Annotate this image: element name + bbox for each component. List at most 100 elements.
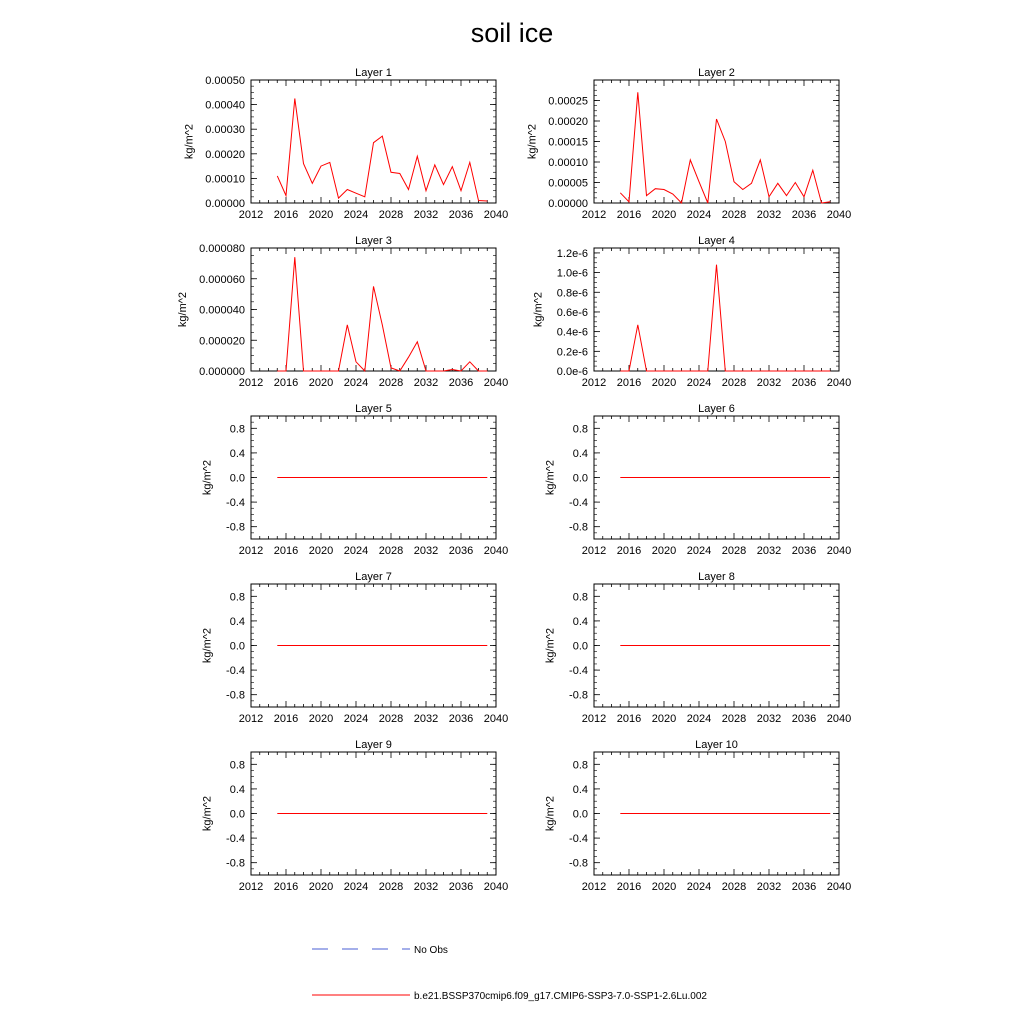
x-tick-label: 2020	[309, 377, 333, 389]
x-tick-label: 2016	[274, 881, 298, 893]
y-tick-label: 0.8	[230, 591, 245, 603]
panel-title: Layer 9	[355, 739, 392, 751]
x-tick-label: 2024	[344, 713, 368, 725]
x-tick-label: 2016	[274, 377, 298, 389]
y-tick-label: 0.8	[573, 591, 588, 603]
y-axis-label: kg/m^2	[202, 628, 214, 663]
panel-title: Layer 5	[355, 403, 392, 415]
y-tick-label: 0.8	[230, 759, 245, 771]
series-line	[277, 257, 488, 373]
x-tick-label: 2024	[344, 545, 368, 557]
y-tick-label: 0.0	[573, 641, 588, 653]
y-axis-label: kg/m^2	[202, 796, 214, 831]
figure-title: soil ice	[471, 18, 554, 48]
x-tick-label: 2024	[687, 545, 711, 557]
y-tick-label: 0.8	[573, 423, 588, 435]
y-tick-label: 0.8	[230, 423, 245, 435]
x-tick-label: 2032	[414, 713, 438, 725]
y-tick-label: 0.000040	[199, 305, 245, 317]
x-tick-label: 2020	[652, 881, 676, 893]
panel-2: Layer 2 2012 2016 2020 2024 2028 2032 2036 2040 0…	[526, 67, 851, 221]
panel-title: Layer 6	[698, 403, 735, 415]
panel-6: Layer 6 2012 2016 2020 2024 2028 2032 2036 2040 -…	[545, 403, 852, 557]
x-tick-label: 2028	[379, 377, 403, 389]
y-tick-label: 0.0e-6	[557, 366, 588, 378]
y-tick-label: -0.4	[569, 833, 588, 845]
x-tick-label: 2020	[309, 713, 333, 725]
y-tick-label: 0.6e-6	[557, 307, 588, 319]
x-tick-label: 2016	[274, 209, 298, 221]
x-tick-label: 2020	[652, 377, 676, 389]
y-tick-label: 0.0	[573, 809, 588, 821]
x-tick-label: 2020	[309, 881, 333, 893]
x-tick-label: 2020	[652, 545, 676, 557]
panel-title: Layer 1	[355, 67, 392, 79]
x-tick-label: 2036	[449, 545, 473, 557]
y-tick-label: 0.0	[230, 809, 245, 821]
x-tick-label: 2032	[414, 209, 438, 221]
panel-10: Layer 10 2012 2016 2020 2024 2028 2032 2036 2040…	[545, 739, 852, 893]
series-line	[619, 92, 831, 205]
x-tick-label: 2036	[792, 881, 816, 893]
x-tick-label: 2040	[827, 377, 851, 389]
x-tick-label: 2032	[757, 209, 781, 221]
y-tick-label: 1.2e-6	[557, 248, 588, 260]
x-tick-label: 2028	[722, 545, 746, 557]
panel-5: Layer 5 2012 2016 2020 2024 2028 2032 2036 2040 -…	[202, 403, 509, 557]
legend-model-label: b.e21.BSSP370cmip6.f09_g17.CMIP6-SSP3-7.…	[414, 991, 707, 1002]
x-tick-label: 2024	[687, 209, 711, 221]
x-tick-label: 2036	[449, 209, 473, 221]
y-axis-label: kg/m^2	[545, 796, 557, 831]
x-tick-label: 2016	[617, 545, 641, 557]
y-tick-label: 0.00000	[548, 198, 588, 210]
y-tick-label: 0.00020	[205, 149, 245, 161]
series-line	[276, 98, 488, 202]
x-tick-label: 2016	[274, 713, 298, 725]
y-tick-label: 0.4	[230, 448, 245, 460]
panel-4: Layer 4 2012 2016 2020 2024 2028 2032 2036 2040 0…	[532, 235, 851, 389]
legend-obs-label: No Obs	[414, 945, 448, 956]
x-tick-label: 2028	[722, 377, 746, 389]
y-tick-label: 0.4	[230, 784, 245, 796]
y-tick-label: 0.00015	[548, 137, 588, 149]
panel-title: Layer 10	[695, 739, 738, 751]
y-tick-label: 0.4e-6	[557, 327, 588, 339]
legend: No Obs b.e21.BSSP370cmip6.f09_g17.CMIP6-…	[312, 945, 707, 1002]
x-tick-label: 2012	[239, 881, 263, 893]
y-tick-label: -0.4	[569, 497, 588, 509]
x-tick-label: 2036	[792, 377, 816, 389]
x-tick-label: 2020	[309, 209, 333, 221]
x-tick-label: 2024	[687, 881, 711, 893]
y-tick-label: 0.00005	[548, 178, 588, 190]
x-tick-label: 2032	[757, 377, 781, 389]
x-tick-label: 2024	[344, 881, 368, 893]
x-tick-label: 2036	[792, 713, 816, 725]
x-tick-label: 2036	[449, 881, 473, 893]
x-tick-label: 2012	[582, 209, 606, 221]
x-tick-label: 2028	[379, 545, 403, 557]
x-tick-label: 2012	[239, 713, 263, 725]
x-tick-label: 2028	[379, 881, 403, 893]
x-tick-label: 2040	[827, 713, 851, 725]
y-axis-label: kg/m^2	[183, 124, 195, 159]
x-tick-label: 2040	[827, 209, 851, 221]
x-tick-label: 2012	[239, 209, 263, 221]
x-tick-label: 2020	[652, 713, 676, 725]
panel-1: Layer 1 2012 2016 2020 2024 2028 2032 2036 2040 0…	[183, 67, 508, 221]
y-tick-label: 0.2e-6	[557, 346, 588, 358]
x-tick-label: 2040	[484, 209, 508, 221]
y-axis-label: kg/m^2	[532, 292, 544, 327]
x-tick-label: 2028	[722, 209, 746, 221]
x-tick-label: 2032	[757, 713, 781, 725]
x-tick-label: 2036	[792, 209, 816, 221]
x-tick-label: 2024	[687, 377, 711, 389]
x-tick-label: 2016	[617, 881, 641, 893]
y-tick-label: 0.000020	[199, 335, 245, 347]
x-tick-label: 2040	[827, 545, 851, 557]
x-tick-label: 2040	[484, 881, 508, 893]
y-tick-label: 0.4	[230, 616, 245, 628]
x-tick-label: 2028	[379, 209, 403, 221]
y-axis-label: kg/m^2	[545, 628, 557, 663]
x-tick-label: 2032	[414, 377, 438, 389]
